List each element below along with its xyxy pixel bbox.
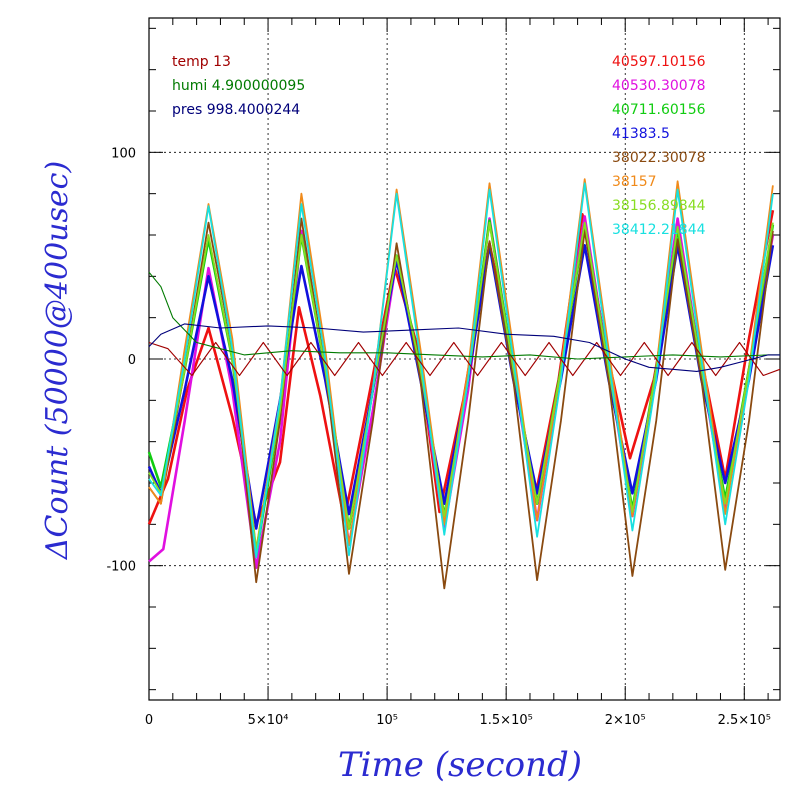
x-tick-label: 2×10⁵ [605, 713, 646, 728]
env-legend-entry: temp 13 [172, 54, 231, 70]
x-axis-title: Time (second) [338, 745, 582, 785]
series-legend-entry: 38157 [612, 174, 657, 190]
x-tick-label: 5×10⁴ [248, 713, 289, 728]
series-legend: 40597.10156 40530.30078 40711.60156 41383.5… [612, 54, 706, 238]
series-line [148, 323, 780, 372]
y-tick-label: 100 [111, 146, 136, 161]
series-line [148, 182, 774, 559]
series-legend-entry: 38412.21844 [612, 222, 706, 238]
series-legend-entry: 40530.30078 [612, 78, 706, 94]
y-tick-labels: -100 0 100 [106, 146, 136, 574]
series-line [148, 217, 774, 590]
env-legend: temp 13 humi 4.900000095 pres 998.4000244 [172, 54, 305, 118]
series-legend-entry: 38022.30078 [612, 150, 706, 166]
y-axis-title: ΔCount (50000@400usec) [40, 161, 75, 560]
x-tick-labels: 0 5×10⁴ 10⁵ 1.5×10⁵ 2×10⁵ 2.5×10⁵ [145, 713, 771, 728]
x-tick-label: 0 [145, 713, 153, 728]
env-legend-entry: pres 998.4000244 [172, 102, 300, 118]
series-lines [147, 178, 781, 590]
series-legend-entry: 40711.60156 [612, 102, 706, 118]
y-tick-label: 0 [128, 353, 136, 368]
series-line [148, 271, 780, 360]
x-tick-label: 2.5×10⁵ [718, 713, 771, 728]
series-legend-entry: 40597.10156 [612, 54, 706, 70]
series-line [148, 341, 781, 377]
env-legend-entry: humi 4.900000095 [172, 78, 305, 94]
x-tick-label: 1.5×10⁵ [480, 713, 533, 728]
y-tick-label: -100 [106, 560, 136, 575]
series-legend-entry: 38156.89844 [612, 198, 706, 214]
x-tick-label: 10⁵ [376, 713, 398, 728]
series-legend-entry: 41383.5 [612, 126, 670, 142]
